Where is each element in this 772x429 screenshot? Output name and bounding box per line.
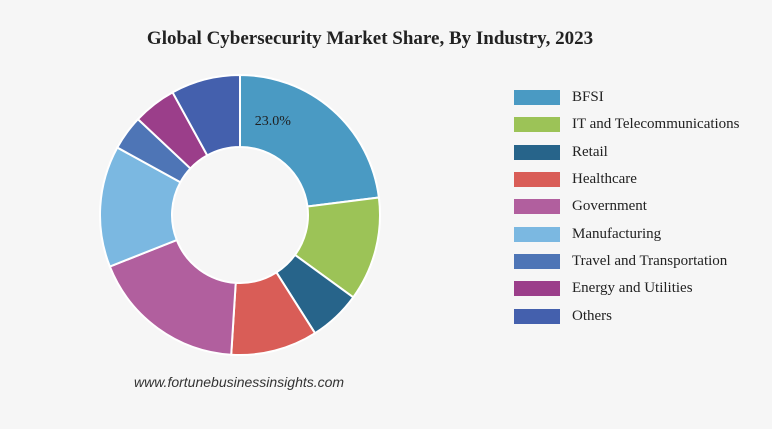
legend-swatch [514,199,560,215]
slice-others [171,73,241,157]
legend-swatch [514,117,560,133]
donut-data-labels: 23.0% [255,114,292,129]
legend-item-retail: Retail [514,139,740,166]
slice-bfsi [239,73,381,208]
legend-item-others: Others [514,302,740,329]
legend-swatch [514,172,560,188]
legend-item-healthcare: Healthcare [514,166,740,193]
legend-swatch [514,253,560,269]
data-label-bfsi: 23.0% [255,114,292,129]
legend-item-bfsi: BFSI [514,84,740,111]
legend-swatch [514,90,560,106]
legend-swatch [514,281,560,297]
legend-item-travel-and-transportation: Travel and Transportation [514,248,740,275]
legend-item-government: Government [514,193,740,220]
legend-swatch [514,144,560,160]
legend-swatch [514,308,560,324]
legend-label: Healthcare [572,171,637,188]
donut-slices [99,73,381,356]
legend-label: IT and Telecommunications [572,116,740,133]
legend-label: Government [572,198,647,215]
legend-label: Energy and Utilities [572,280,693,297]
legend-label: Manufacturing [572,225,662,242]
chart-title: Global Cybersecurity Market Share, By In… [146,28,594,49]
legend-item-energy-and-utilities: Energy and Utilities [514,275,740,302]
legend-item-manufacturing: Manufacturing [514,220,740,247]
source-url: www.fortunebusinessinsights.com [134,374,345,390]
legend: BFSI IT and Telecommunications Retail Healt… [514,84,740,330]
legend-item-it-and-telecommunications: IT and Telecommunications [514,111,740,138]
slice-government [108,238,237,356]
legend-label: Others [572,307,612,324]
legend-label: Retail [572,143,608,160]
legend-label: Travel and Transportation [572,252,728,269]
legend-label: BFSI [572,89,604,106]
legend-swatch [514,226,560,242]
